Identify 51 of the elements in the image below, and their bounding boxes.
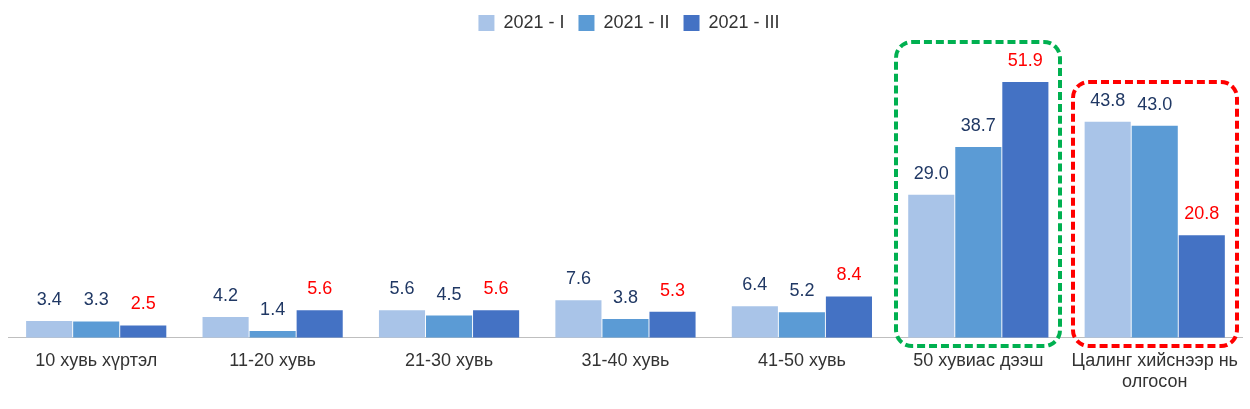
data-label: 5.6 xyxy=(483,278,509,299)
legend-label: 2021 - I xyxy=(503,11,565,32)
data-label: 5.2 xyxy=(789,280,815,301)
bar xyxy=(1178,235,1225,338)
bar xyxy=(955,147,1002,338)
data-label: 4.5 xyxy=(436,283,462,304)
bar xyxy=(1084,121,1131,338)
x-tick-label: 21-30 хувь xyxy=(405,349,494,370)
data-label: 5.6 xyxy=(389,278,415,299)
bar xyxy=(825,296,872,338)
x-tick-label: 11-20 хувь xyxy=(229,349,316,370)
data-label: 3.3 xyxy=(83,289,109,310)
bar xyxy=(378,310,426,338)
data-label: 43.8 xyxy=(1090,89,1126,110)
data-label: 20.8 xyxy=(1184,203,1220,224)
x-tick-label: 50 хувиас дээш xyxy=(913,349,1044,370)
data-label: 43.0 xyxy=(1137,93,1173,114)
data-label: 38.7 xyxy=(960,114,996,135)
bar xyxy=(26,321,73,338)
data-label: 29.0 xyxy=(913,162,949,183)
bar xyxy=(73,321,120,338)
bar xyxy=(1002,81,1049,338)
data-label: 51.9 xyxy=(1007,49,1043,70)
bar xyxy=(731,306,778,338)
data-label: 5.6 xyxy=(307,278,333,299)
bar xyxy=(649,311,696,338)
x-tick-label: Цалинг хийснээр нь олгосон xyxy=(1071,349,1239,392)
data-label: 8.4 xyxy=(836,264,862,285)
x-tick-label: 41-50 хувь xyxy=(757,349,846,370)
data-label: 3.4 xyxy=(36,289,62,310)
x-tick-label: 31-40 хувь xyxy=(581,349,670,370)
data-label: 1.4 xyxy=(260,298,286,319)
bar xyxy=(120,325,167,338)
bar xyxy=(473,310,520,338)
bar xyxy=(1131,125,1178,338)
data-label: 7.6 xyxy=(565,268,591,289)
data-label: 5.3 xyxy=(660,279,686,300)
bar xyxy=(555,300,602,338)
bar xyxy=(908,194,955,338)
data-label: 3.8 xyxy=(612,287,638,308)
bar xyxy=(202,317,249,338)
data-label: 4.2 xyxy=(213,285,239,306)
bar xyxy=(296,310,343,338)
bar xyxy=(602,319,649,338)
legend-label: 2021 - III xyxy=(708,11,780,32)
bar xyxy=(426,315,473,338)
legend-label: 2021 - II xyxy=(603,11,670,32)
x-tick-label: 10 хувь хүртэл xyxy=(35,349,158,370)
data-label: 6.4 xyxy=(742,274,768,295)
data-label: 2.5 xyxy=(130,293,156,314)
bar xyxy=(778,312,825,338)
